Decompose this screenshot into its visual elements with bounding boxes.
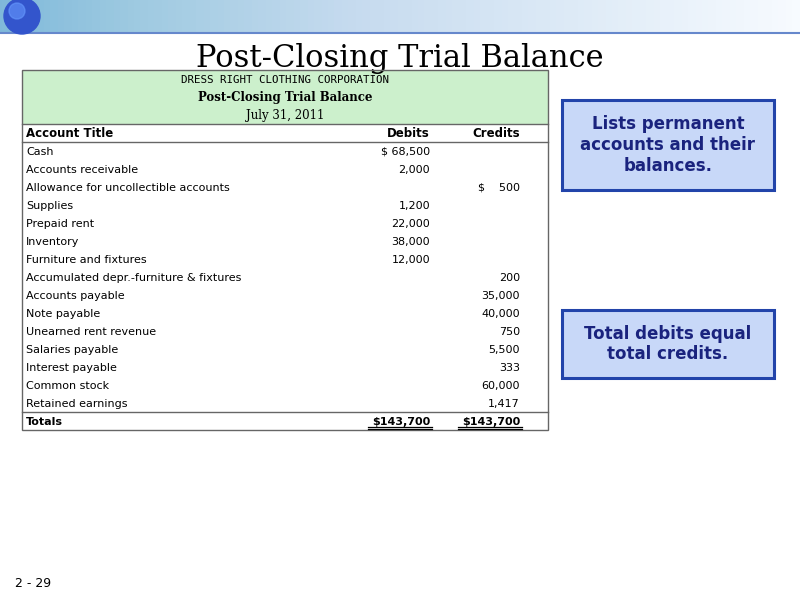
Text: Supplies: Supplies	[26, 201, 73, 211]
Text: Total debits equal
total credits.: Total debits equal total credits.	[584, 325, 752, 364]
Text: Debits: Debits	[387, 127, 430, 140]
Text: Inventory: Inventory	[26, 237, 79, 247]
Text: $143,700: $143,700	[372, 417, 430, 427]
Text: Interest payable: Interest payable	[26, 363, 117, 373]
Text: $143,700: $143,700	[462, 417, 520, 427]
Text: $ 68,500: $ 68,500	[381, 147, 430, 157]
Text: Retained earnings: Retained earnings	[26, 399, 127, 409]
Text: Allowance for uncollectible accounts: Allowance for uncollectible accounts	[26, 183, 230, 193]
Text: Accumulated depr.-furniture & fixtures: Accumulated depr.-furniture & fixtures	[26, 273, 242, 283]
Text: 1,200: 1,200	[398, 201, 430, 211]
Text: Totals: Totals	[26, 417, 63, 427]
Text: 750: 750	[499, 327, 520, 337]
Bar	[22, 70, 548, 430]
Text: Accounts payable: Accounts payable	[26, 291, 125, 301]
Text: Accounts receivable: Accounts receivable	[26, 165, 138, 175]
Text: Post-Closing Trial Balance: Post-Closing Trial Balance	[196, 43, 604, 73]
Text: Salaries payable: Salaries payable	[26, 345, 118, 355]
Text: Furniture and fixtures: Furniture and fixtures	[26, 255, 146, 265]
Text: 333: 333	[499, 363, 520, 373]
Text: Cash: Cash	[26, 147, 54, 157]
Text: Post-Closing Trial Balance: Post-Closing Trial Balance	[198, 91, 372, 103]
Text: DRESS RIGHT CLOTHING CORPORATION: DRESS RIGHT CLOTHING CORPORATION	[181, 75, 389, 85]
Text: $    500: $ 500	[478, 183, 520, 193]
Text: 200: 200	[499, 273, 520, 283]
Text: 1,417: 1,417	[488, 399, 520, 409]
Text: 22,000: 22,000	[391, 219, 430, 229]
Text: Lists permanent
accounts and their
balances.: Lists permanent accounts and their balan…	[581, 115, 755, 175]
Text: Unearned rent revenue: Unearned rent revenue	[26, 327, 156, 337]
Text: 35,000: 35,000	[482, 291, 520, 301]
Bar	[22, 70, 548, 124]
Text: Credits: Credits	[472, 127, 520, 140]
Text: July 31, 2011: July 31, 2011	[246, 109, 324, 121]
Text: 60,000: 60,000	[482, 381, 520, 391]
Circle shape	[4, 0, 40, 34]
Text: 5,500: 5,500	[489, 345, 520, 355]
Text: 12,000: 12,000	[391, 255, 430, 265]
Text: 2 - 29: 2 - 29	[15, 577, 51, 590]
Circle shape	[9, 3, 25, 19]
Text: 2,000: 2,000	[398, 165, 430, 175]
Text: Note payable: Note payable	[26, 309, 100, 319]
Text: Common stock: Common stock	[26, 381, 109, 391]
Text: 40,000: 40,000	[482, 309, 520, 319]
Text: Prepaid rent: Prepaid rent	[26, 219, 94, 229]
Text: 38,000: 38,000	[391, 237, 430, 247]
Text: Account Title: Account Title	[26, 127, 114, 140]
FancyBboxPatch shape	[562, 100, 774, 190]
FancyBboxPatch shape	[562, 310, 774, 378]
